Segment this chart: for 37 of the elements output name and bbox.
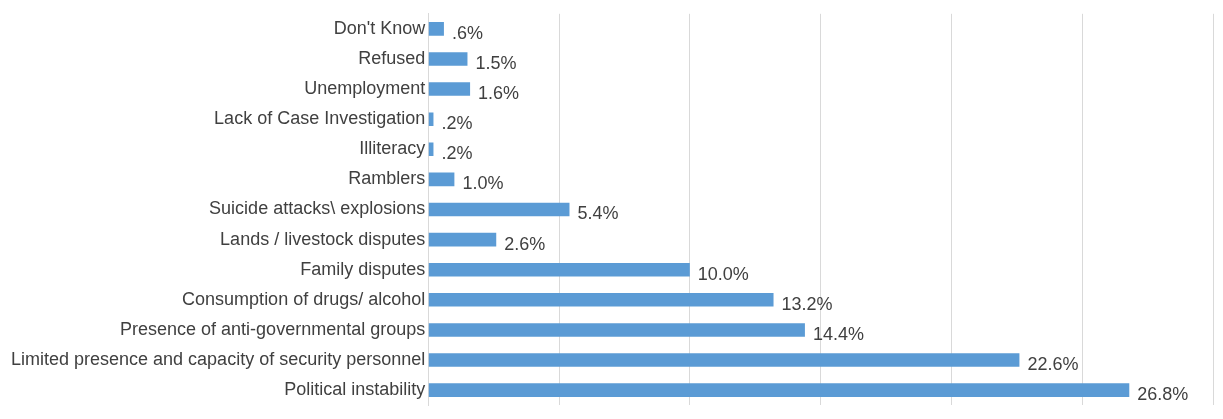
y-tick-label: Lack of Case Investigation <box>214 108 426 129</box>
y-tick-label: Unemployment <box>304 78 426 99</box>
y-tick-label: Limited presence and capacity of security personnel <box>10 349 426 370</box>
data-label: 14.4% <box>812 323 864 344</box>
data-label: 5.4% <box>577 203 619 224</box>
y-tick-label: Don't Know <box>333 17 427 38</box>
bar <box>428 293 774 307</box>
bar <box>428 262 690 277</box>
data-label: 26.8% <box>1137 384 1189 405</box>
y-tick-label: Suicide attacks\ explosions <box>209 198 426 219</box>
data-label: .6% <box>451 22 483 43</box>
y-tick-label: Illiteracy <box>359 138 426 159</box>
data-label: 10.0% <box>697 263 749 284</box>
y-tick-label: Refused <box>358 47 426 68</box>
bar <box>428 82 471 96</box>
y-tick-label: Presence of anti-governmental groups <box>120 318 426 339</box>
bar <box>428 22 444 36</box>
bar <box>428 232 497 247</box>
bar <box>428 353 1020 367</box>
data-label: 2.6% <box>504 233 546 254</box>
y-tick-label: Lands / livestock disputes <box>220 228 426 249</box>
bar <box>428 52 468 66</box>
data-label: 1.5% <box>475 52 517 73</box>
data-label: .2% <box>441 113 473 134</box>
data-label: 1.6% <box>478 83 520 104</box>
bar <box>428 383 1130 397</box>
bar <box>428 202 570 217</box>
data-label: 1.0% <box>462 173 504 194</box>
data-label: 13.2% <box>781 293 833 314</box>
data-label: .2% <box>441 143 473 164</box>
y-tick-label: Family disputes <box>300 258 426 279</box>
data-label: 22.6% <box>1027 354 1079 375</box>
bar <box>428 172 455 187</box>
y-tick-label: Ramblers <box>348 168 426 189</box>
bar <box>428 323 805 337</box>
y-tick-label: Consumption of drugs/ alcohol <box>182 288 426 309</box>
y-tick-label: Political instability <box>284 379 426 400</box>
